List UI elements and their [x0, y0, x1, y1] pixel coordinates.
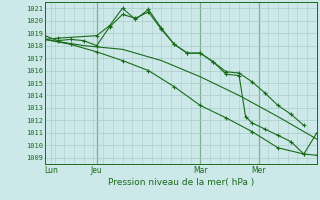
X-axis label: Pression niveau de la mer( hPa ): Pression niveau de la mer( hPa )	[108, 178, 254, 187]
